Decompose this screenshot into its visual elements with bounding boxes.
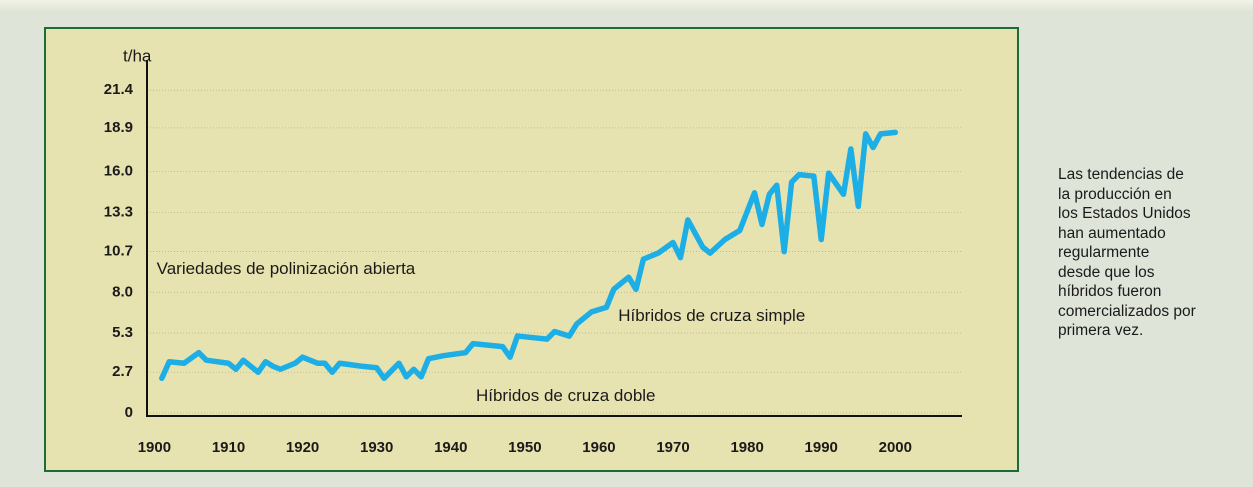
- side-note: Las tendencias de la producción en los Est…: [1058, 165, 1250, 341]
- y-tick-label: 0: [125, 404, 133, 421]
- annotation: Híbridos de cruza simple: [618, 306, 805, 325]
- y-tick-label: 21.4: [104, 81, 134, 98]
- y-tick-label: 8.0: [112, 283, 133, 300]
- side-note-line: comercializados por: [1058, 302, 1196, 320]
- side-note-line: primera vez.: [1058, 322, 1144, 339]
- y-tick-label: 2.7: [112, 363, 133, 380]
- side-note-line: los Estados Unidos: [1058, 205, 1191, 222]
- side-note-line: desde que los: [1058, 263, 1155, 281]
- x-tick-label: 1990: [805, 439, 838, 456]
- chart-panel: [44, 27, 1019, 472]
- x-tick-label: 1930: [360, 439, 393, 456]
- data-line: [159, 129, 899, 382]
- y-tick-label: 5.3: [112, 324, 133, 341]
- side-note-line: regularmente: [1058, 244, 1150, 261]
- y-tick-label: 10.7: [104, 243, 133, 260]
- x-tick-label: 1910: [212, 439, 245, 456]
- y-unit: t/ha: [123, 46, 152, 65]
- side-note-line: han aumentado: [1058, 224, 1166, 242]
- x-tick-label: 1960: [582, 439, 615, 456]
- side-note-line: la producción en: [1058, 185, 1172, 203]
- side-note-line: híbridos fueron: [1058, 283, 1162, 300]
- x-tick-label: 2000: [879, 439, 912, 456]
- y-tick-label: 16.0: [104, 163, 133, 180]
- x-tick-label: 1920: [286, 439, 319, 456]
- x-tick-label: 1980: [730, 439, 763, 456]
- side-note-line: Las tendencias de: [1058, 166, 1184, 183]
- x-tick-label: 1940: [434, 439, 467, 456]
- y-tick-label: 18.9: [104, 119, 133, 136]
- x-tick-label: 1950: [508, 439, 541, 456]
- y-tick-label: 13.3: [104, 203, 133, 220]
- x-tick-label: 1970: [656, 439, 689, 456]
- annotation: Variedades de polinización abierta: [157, 259, 416, 278]
- x-tick-label: 1900: [138, 439, 171, 456]
- annotation: Híbridos de cruza doble: [476, 386, 656, 405]
